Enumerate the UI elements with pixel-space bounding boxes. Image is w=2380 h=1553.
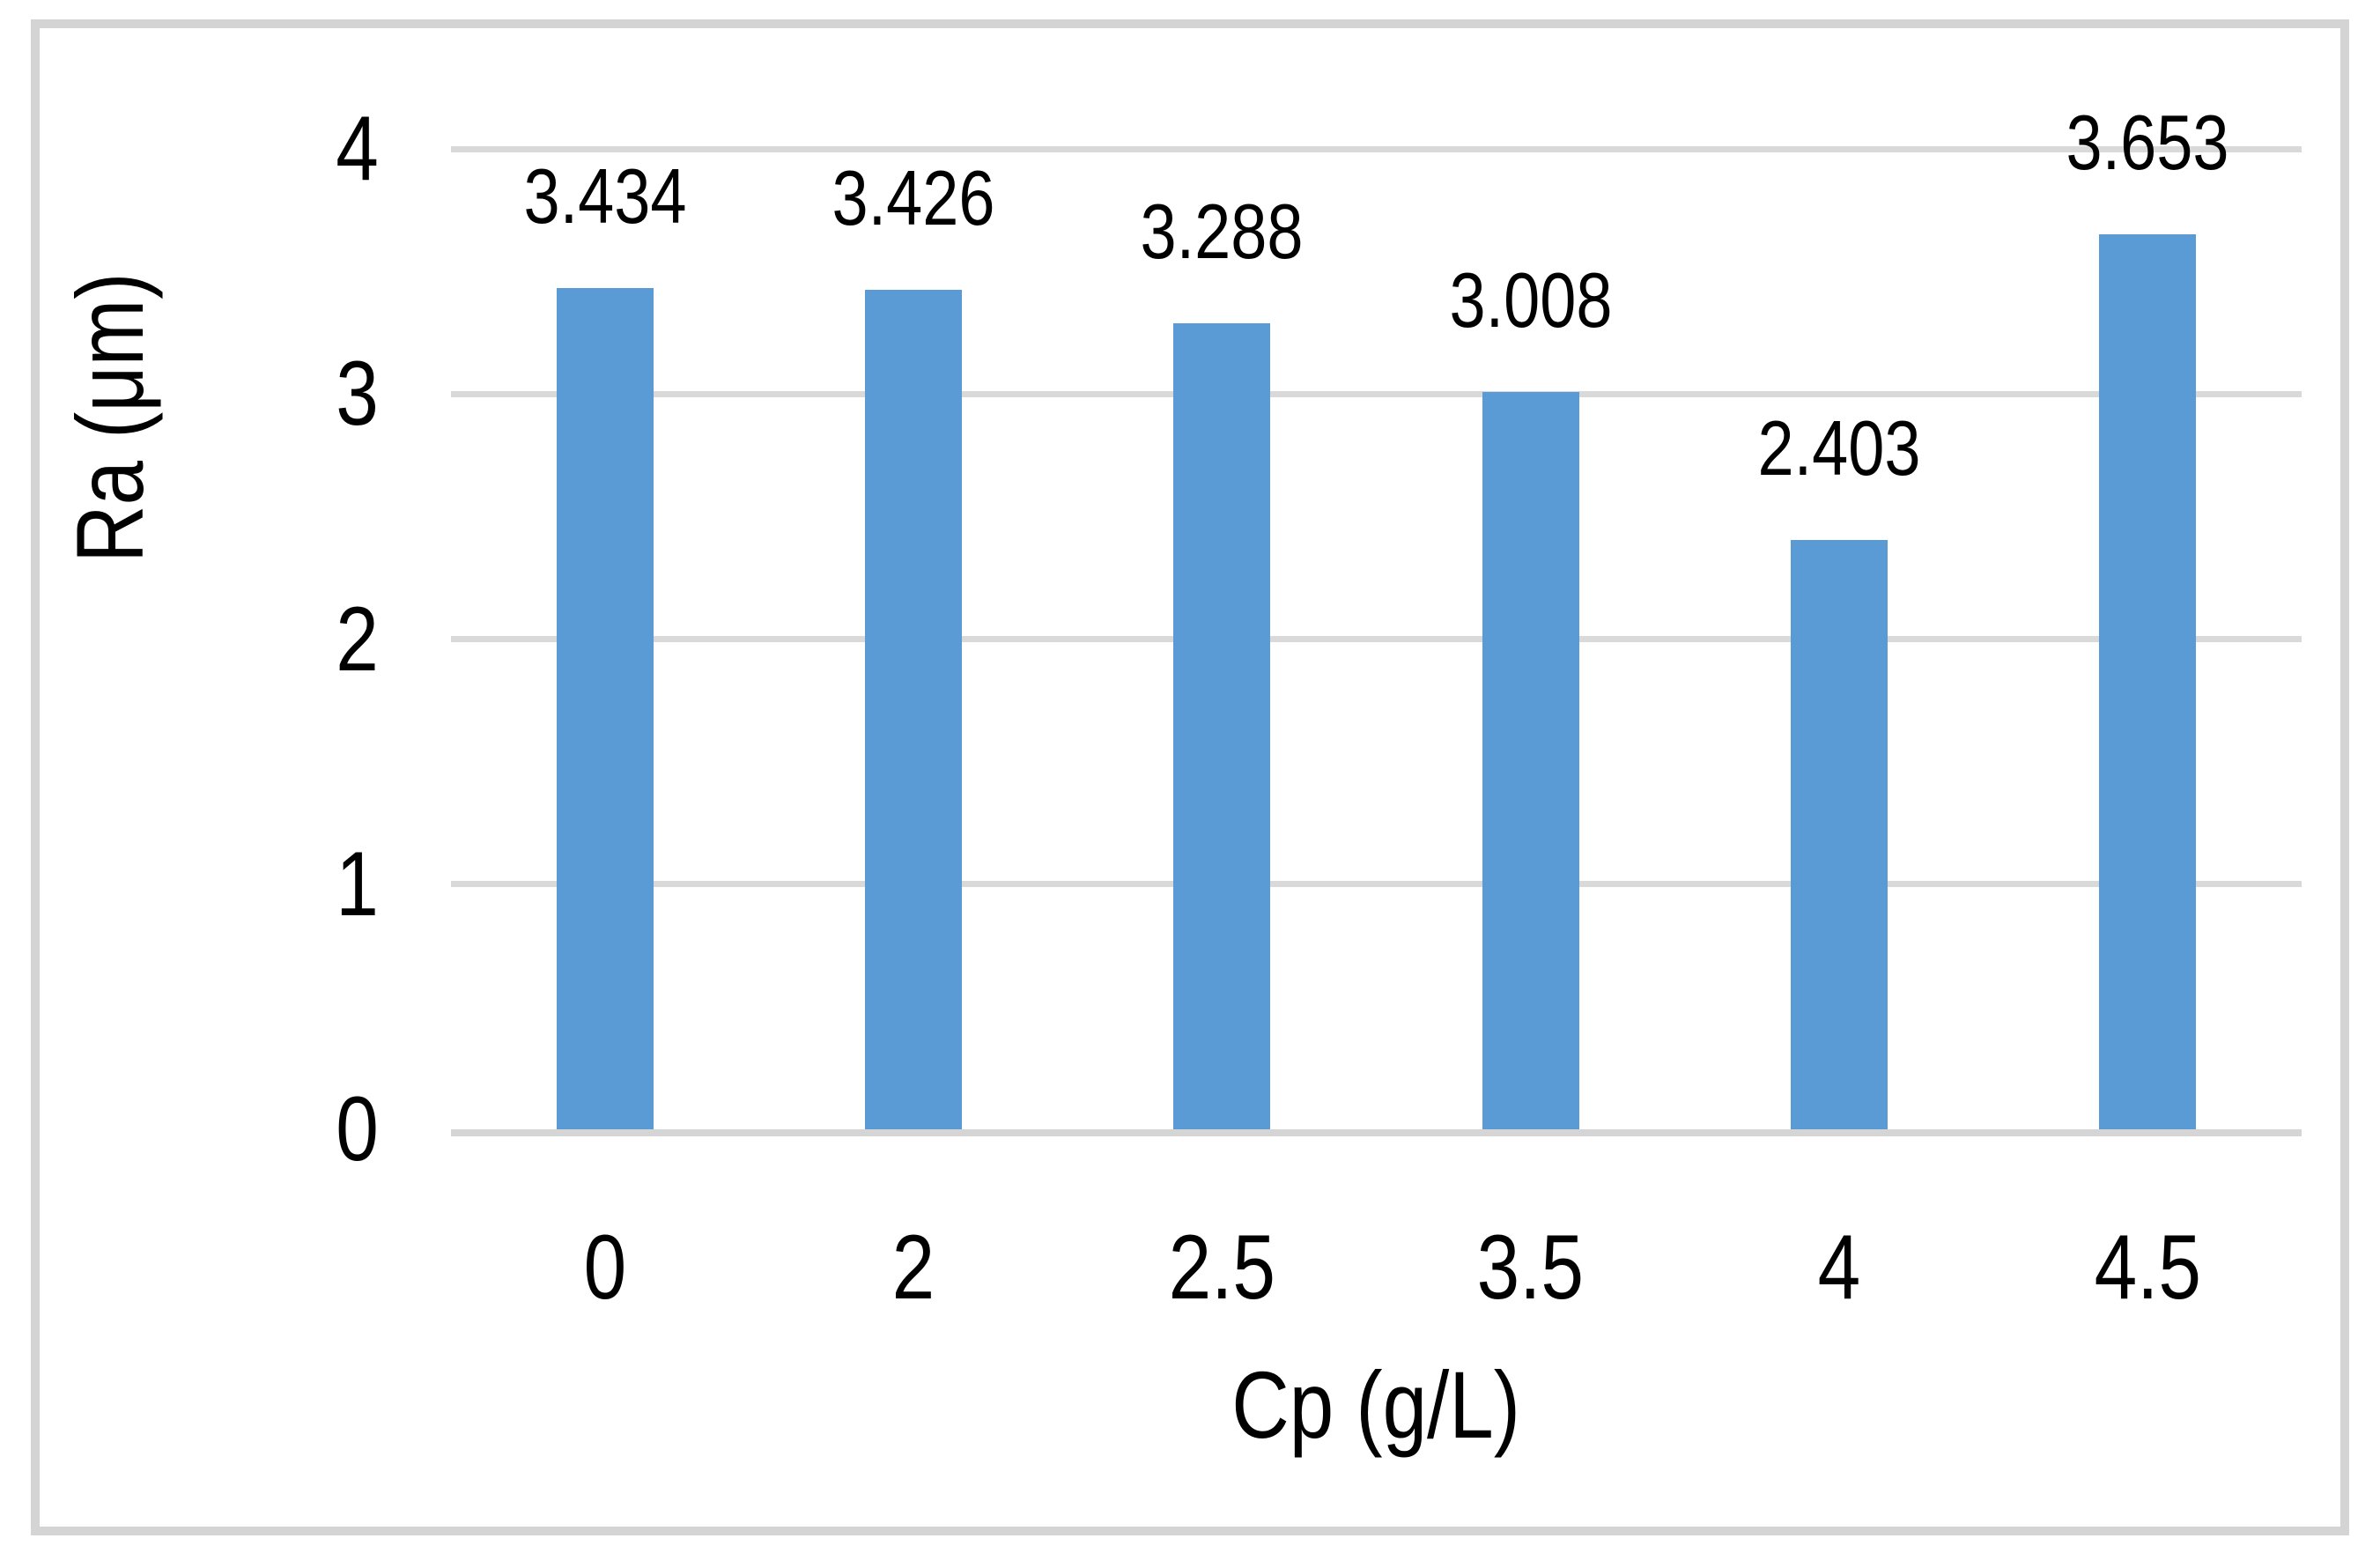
data-label: 3.653 [2066,98,2229,186]
y-tick-label-text: 3 [336,343,379,446]
data-label: 3.426 [832,153,995,241]
bar [1482,392,1579,1129]
x-tick-label: 3.5 [1377,1219,1685,1316]
x-tick-label-text: 2 [891,1217,935,1319]
data-label: 3.434 [523,152,687,240]
x-tick-label-text: 2.5 [1168,1217,1276,1319]
x-tick-label: 4 [1685,1219,1993,1316]
bar-slot-2: 3.426 [759,149,1068,1129]
x-axis-tick-labels: 0 2 2.5 3.5 4 4.5 [451,1219,2302,1316]
y-tick-label: 2 [328,594,379,685]
x-axis-title-text: Cp (g/L) [1231,1351,1521,1458]
bar [557,287,654,1129]
data-label: 3.288 [1140,188,1304,276]
x-axis-title: Cp (g/L) [451,1354,2302,1456]
plot-area: 3.434 3.426 3.288 3.008 2.403 3.653 [451,101,2302,1129]
bar-slot-0: 3.434 [451,149,759,1129]
x-tick-label: 4.5 [1993,1219,2302,1316]
gridline-y-4 [451,145,2302,152]
x-tick-label: 0 [451,1219,759,1316]
y-axis-title-text: Ra (μm) [55,272,163,563]
y-tick-label-text: 0 [336,1078,379,1180]
y-axis-tick-labels: 4 3 2 1 0 [40,103,379,1175]
bar [865,289,963,1129]
x-tick-label-text: 4.5 [2094,1217,2201,1319]
x-tick-label-text: 4 [1817,1217,1861,1319]
gridline-y-2 [451,636,2302,642]
y-tick-label: 3 [328,348,379,440]
bar [2098,233,2196,1129]
bar-slot-4: 2.403 [1685,149,1993,1129]
x-tick-label-text: 0 [583,1217,627,1319]
y-tick-label: 1 [328,839,379,930]
bar [1173,323,1271,1129]
bar-slot-2.5: 3.288 [1068,149,1376,1129]
bar-slot-4.5: 3.653 [1993,101,2302,1129]
x-tick-label-text: 3.5 [1476,1217,1585,1319]
gridline-y-1 [451,881,2302,888]
x-tick-label: 2 [759,1219,1068,1316]
y-tick-label-text: 2 [336,588,379,691]
y-tick-label: 0 [328,1083,379,1175]
y-tick-label-text: 4 [336,98,379,200]
bars: 3.434 3.426 3.288 3.008 2.403 3.653 [451,101,2302,1129]
x-axis-line [451,1129,2302,1136]
x-tick-label: 2.5 [1068,1219,1376,1316]
y-tick-label-text: 1 [336,832,379,935]
bar-slot-3.5: 3.008 [1377,149,1685,1129]
y-tick-label: 4 [328,103,379,195]
data-label: 3.008 [1449,256,1613,344]
gridline-y-3 [451,390,2302,397]
bar [1790,540,1888,1129]
data-label: 2.403 [1757,404,1921,492]
